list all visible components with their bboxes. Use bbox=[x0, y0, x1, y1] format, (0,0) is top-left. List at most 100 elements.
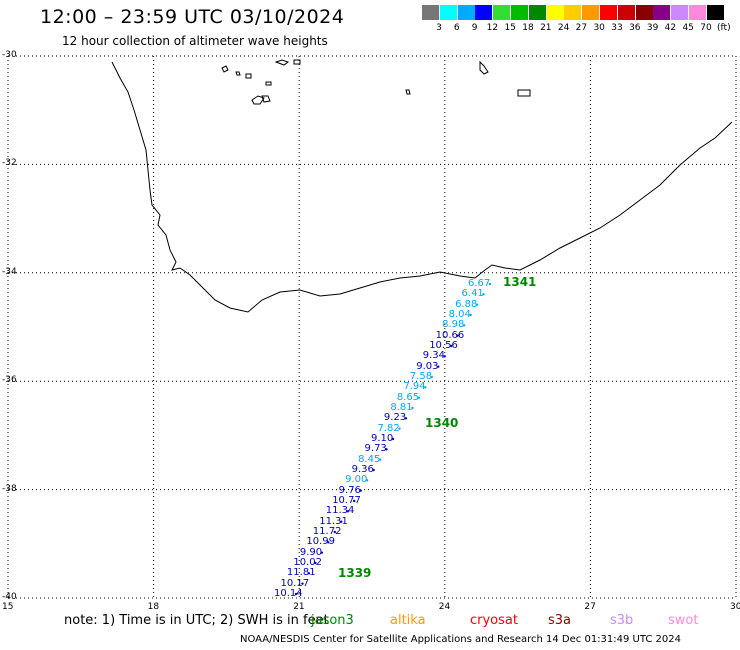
legend-label: 33 bbox=[611, 23, 623, 33]
wave-height-label: 8.65 bbox=[396, 391, 420, 403]
track-point bbox=[346, 510, 349, 513]
longitude-label: 21 bbox=[293, 602, 305, 612]
legend-swatch bbox=[422, 5, 439, 20]
track-point bbox=[301, 582, 304, 585]
track-point bbox=[417, 396, 421, 399]
latitude-label: -34 bbox=[2, 266, 17, 277]
legend-label: 18 bbox=[522, 23, 534, 33]
wave-height-label: 8.45 bbox=[358, 453, 381, 465]
longitude-label: 30 bbox=[730, 602, 740, 612]
graticule bbox=[7, 55, 737, 599]
track-point bbox=[359, 489, 362, 492]
track-point bbox=[307, 572, 311, 575]
legend-swatch bbox=[600, 5, 617, 20]
credit-footer: NOAA/NESDIS Center for Satellite Applica… bbox=[240, 634, 682, 645]
wave-height-label: 6.67 bbox=[468, 278, 491, 289]
pass-number-label: 1340 bbox=[425, 416, 459, 430]
wave-height-label: 9.76 bbox=[338, 484, 361, 496]
longitude-label: 18 bbox=[147, 602, 160, 612]
legend-label: (ft) bbox=[717, 23, 731, 33]
satellite-label-cryosat: cryosat bbox=[470, 613, 518, 628]
track-point bbox=[469, 313, 472, 317]
wave-height-label: 10.17 bbox=[280, 577, 310, 589]
wave-height-label: 11.34 bbox=[325, 505, 355, 517]
legend-swatch bbox=[706, 5, 724, 20]
legend-label: 15 bbox=[504, 23, 516, 33]
track-point bbox=[437, 365, 440, 368]
track-point bbox=[391, 437, 395, 441]
track-point bbox=[404, 417, 408, 420]
legend-swatch bbox=[689, 5, 706, 20]
track-point bbox=[320, 551, 324, 554]
wave-height-label: 11.81 bbox=[286, 567, 316, 579]
track-point bbox=[327, 541, 330, 544]
legend-label: 6 bbox=[453, 23, 460, 33]
wave-height-label: 9.10 bbox=[371, 433, 394, 444]
wave-height-label: 7.58 bbox=[409, 371, 433, 382]
track-point bbox=[450, 344, 453, 348]
latitude-label: -30 bbox=[2, 50, 17, 60]
legend-swatch bbox=[617, 5, 635, 20]
satellite-label-altika: altika bbox=[390, 613, 426, 628]
legend-label: 9 bbox=[471, 23, 478, 33]
legend-swatch bbox=[653, 5, 671, 20]
legend-label: 24 bbox=[557, 23, 570, 33]
latitude-label: -40 bbox=[2, 592, 17, 602]
track-point bbox=[365, 479, 369, 482]
legend-swatch bbox=[457, 5, 475, 20]
track-point bbox=[340, 520, 343, 523]
legend-label: 27 bbox=[575, 23, 588, 33]
wave-height-label: 10.99 bbox=[306, 536, 335, 548]
wave-height-label: 6.88 bbox=[455, 298, 478, 310]
longitude-label: 27 bbox=[584, 602, 596, 612]
track-point bbox=[372, 468, 375, 472]
legend-swatch bbox=[493, 5, 511, 20]
satellite-label-jason3: jason3 bbox=[311, 613, 354, 628]
pass-number-label: 1339 bbox=[338, 566, 372, 580]
map-subtitle: 12 hour collection of altimeter wave hei… bbox=[62, 34, 328, 48]
legend-label: 3 bbox=[436, 23, 442, 33]
pass-number-label: 1341 bbox=[503, 275, 537, 289]
wave-height-label: 10.14 bbox=[274, 588, 303, 599]
track-point bbox=[314, 561, 317, 565]
track-point bbox=[424, 386, 427, 389]
track-point bbox=[353, 499, 356, 503]
wave-height-label: 6.41 bbox=[461, 288, 484, 300]
wave-height-label: 11.31 bbox=[319, 515, 348, 527]
track-point bbox=[385, 448, 388, 451]
track-point bbox=[475, 303, 479, 306]
wave-height-label: 7.82 bbox=[377, 422, 400, 434]
longitude-label: 15 bbox=[2, 602, 14, 612]
wave-height-label: 10.66 bbox=[435, 329, 465, 341]
longitude-label: 24 bbox=[438, 602, 451, 612]
legend-swatch bbox=[546, 5, 564, 20]
islands bbox=[221, 59, 531, 105]
latitude-label: -36 bbox=[2, 375, 17, 386]
wave-height-label: 9.73 bbox=[364, 443, 387, 455]
legend-label: 12 bbox=[486, 23, 499, 33]
legend-swatch bbox=[635, 5, 653, 20]
satellite-label-swot: swot bbox=[668, 613, 699, 628]
legend-label: 45 bbox=[682, 23, 694, 33]
satellite-label-s3b: s3b bbox=[610, 613, 634, 628]
track-point bbox=[443, 355, 446, 358]
track-point bbox=[411, 406, 414, 410]
legend-swatch bbox=[564, 5, 582, 20]
legend-swatch bbox=[671, 5, 689, 20]
track-point bbox=[456, 334, 459, 337]
track-point bbox=[333, 530, 336, 534]
wave-height-label: 9.34 bbox=[422, 350, 445, 362]
legend-swatch bbox=[511, 5, 528, 20]
latitude-label: -38 bbox=[2, 483, 17, 494]
track-point bbox=[488, 282, 492, 286]
wave-height-label: 8.04 bbox=[448, 309, 471, 320]
legend-label: 30 bbox=[593, 23, 605, 33]
wave-height-label: 9.03 bbox=[416, 360, 439, 372]
map-title: 12:00 – 23:59 UTC 03/10/2024 bbox=[40, 6, 345, 28]
legend-swatch bbox=[439, 5, 457, 20]
wave-height-label: 7.94 bbox=[403, 381, 426, 393]
legend-label: 70 bbox=[700, 23, 712, 33]
track-point bbox=[378, 458, 382, 461]
wave-height-label: 10.77 bbox=[332, 495, 361, 506]
